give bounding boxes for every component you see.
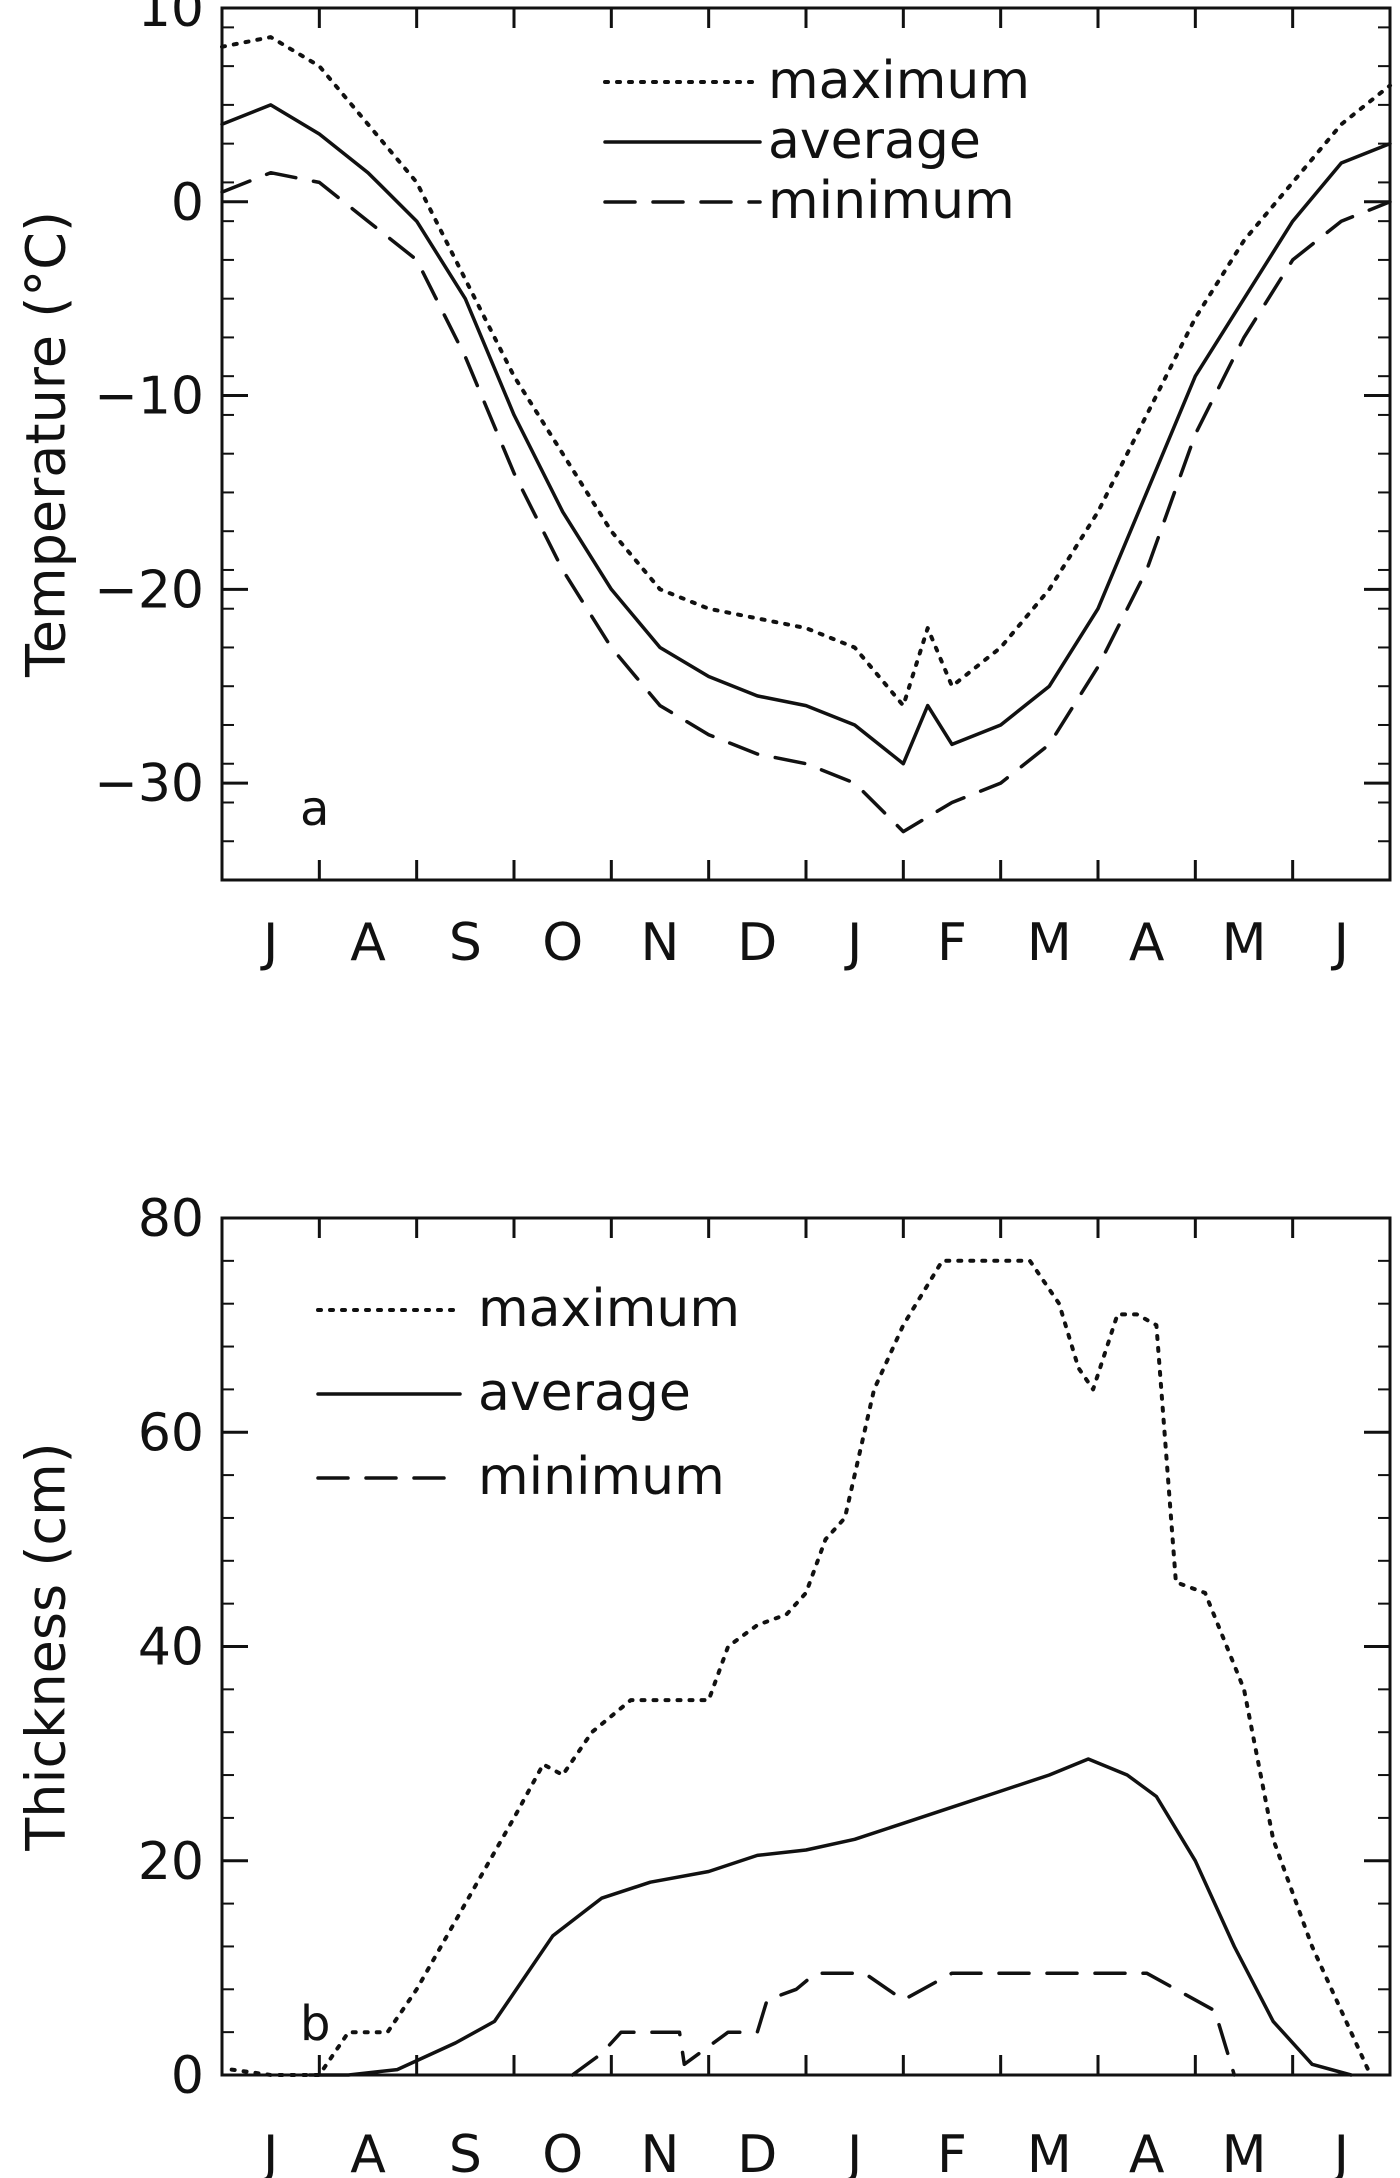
panel-label-b: b [300,1996,330,2052]
thickness-legend: maximum average minimum [316,1279,740,1507]
temperature-month-label: D [737,913,777,973]
thickness-month-label: M [1027,2125,1072,2178]
temperature-y-tick-labels: 10 0 −10 −20 −30 [94,0,204,814]
temperature-month-label: A [1129,913,1165,973]
thickness-month-label: A [350,2125,386,2178]
thickness-y-tick-label: 60 [138,1403,204,1463]
temperature-month-label: S [449,913,482,973]
thickness-ticks [220,1216,1392,2077]
temperature-y-axis-title: Temperature (°C) [15,211,78,678]
thickness-month-label: O [542,2125,583,2178]
temperature-legend-label-average: average [768,111,981,171]
temperature-month-label: J [844,913,862,973]
thickness-y-tick-label: 0 [171,2046,204,2106]
temperature-series [220,35,1392,834]
temperature-month-label: N [641,913,680,973]
thickness-series-maximum [229,1258,1373,2077]
thickness-y-axis-title: Thickness (cm) [15,1442,78,1851]
thickness-plot-frame [220,1216,1392,2077]
temperature-ticks [220,6,1392,881]
thickness-month-label: D [737,2125,777,2178]
thickness-month-label: N [641,2125,680,2178]
thickness-month-label: M [1222,2125,1267,2178]
thickness-month-label: S [449,2125,482,2178]
temperature-series-average [220,103,1392,766]
thickness-y-tick-label: 20 [138,1832,204,1892]
thickness-series [229,1258,1373,2077]
thickness-y-tick-labels: 0 20 40 60 80 [138,1189,204,2106]
temperature-month-label: J [260,913,278,973]
temperature-y-tick-label: −10 [94,367,204,427]
thickness-legend-label-average: average [478,1363,691,1423]
temperature-legend-label-minimum: minimum [768,171,1015,231]
thickness-month-label: A [1129,2125,1165,2178]
temperature-month-label: J [1331,913,1349,973]
thickness-series-minimum [570,1971,1237,2077]
thickness-month-label: J [260,2125,278,2178]
temperature-series-maximum [220,35,1392,708]
temperature-y-tick-label: −20 [94,560,204,620]
temperature-month-label: A [350,913,386,973]
temperature-month-label: M [1222,913,1267,973]
thickness-chart: 0 20 40 60 80 J A S O N D J F M A M J maximum average min… [15,1189,1392,2178]
temperature-legend-label-maximum: maximum [768,51,1030,111]
temperature-y-tick-label: −30 [94,754,204,814]
temperature-y-tick-label: 10 [138,0,204,39]
temperature-y-tick-label: 0 [171,173,204,233]
thickness-month-label: F [937,2125,967,2178]
panel-label-a: a [300,781,329,837]
thickness-y-tick-label: 80 [138,1189,204,1249]
temperature-series-minimum [220,170,1392,834]
temperature-month-label: M [1027,913,1072,973]
thickness-legend-label-minimum: minimum [478,1447,725,1507]
thickness-month-label: J [844,2125,862,2178]
thickness-y-tick-label: 40 [138,1618,204,1678]
thickness-legend-label-maximum: maximum [478,1279,740,1339]
temperature-month-label: O [542,913,583,973]
temperature-month-label: F [937,913,967,973]
thickness-month-label: J [1331,2125,1349,2178]
thickness-series-average [307,1757,1353,2077]
